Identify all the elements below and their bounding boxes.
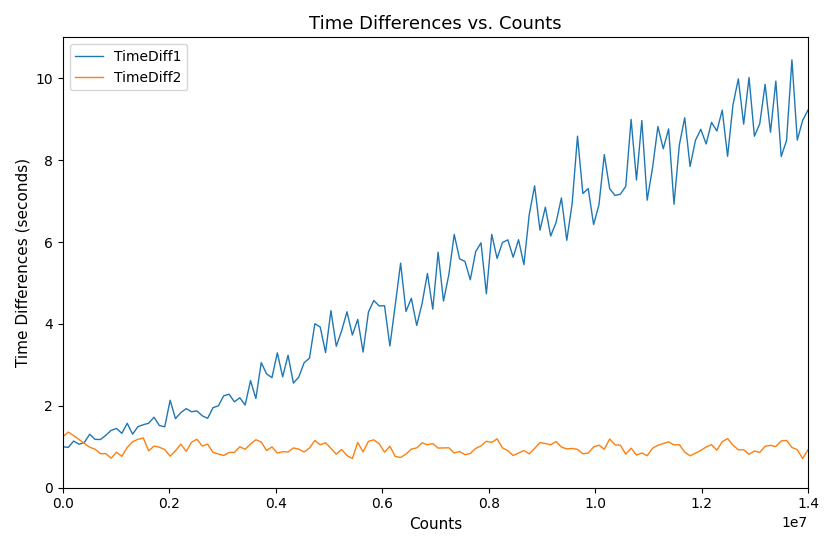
TimeDiff1 <box>433 249 443 255</box>
TimeDiff2 <box>106 455 116 462</box>
TimeDiff1 <box>803 107 813 113</box>
Line: TimeDiff2: TimeDiff2 <box>63 432 808 458</box>
TimeDiff2 <box>90 446 100 452</box>
TimeDiff2 <box>198 443 208 449</box>
Line: TimeDiff1: TimeDiff1 <box>63 60 808 447</box>
Title: Time Differences vs. Counts: Time Differences vs. Counts <box>309 15 562 33</box>
TimeDiff1 <box>198 412 208 419</box>
TimeDiff2 <box>439 445 449 451</box>
TimeDiff2 <box>803 446 813 453</box>
TimeDiff1 <box>787 56 797 63</box>
Y-axis label: Time Differences (seconds): Time Differences (seconds) <box>15 158 30 367</box>
TimeDiff2 <box>348 455 358 462</box>
TimeDiff1 <box>63 444 73 451</box>
TimeDiff2 <box>379 449 389 456</box>
TimeDiff1 <box>58 444 68 450</box>
TimeDiff1 <box>138 421 148 428</box>
TimeDiff2 <box>58 434 68 440</box>
TimeDiff2 <box>138 435 148 441</box>
TimeDiff1 <box>374 302 384 309</box>
TimeDiff2 <box>63 429 73 435</box>
Legend: TimeDiff1, TimeDiff2: TimeDiff1, TimeDiff2 <box>70 44 188 90</box>
X-axis label: Counts: Counts <box>409 517 462 532</box>
TimeDiff1 <box>106 427 116 434</box>
TimeDiff1 <box>90 436 100 443</box>
